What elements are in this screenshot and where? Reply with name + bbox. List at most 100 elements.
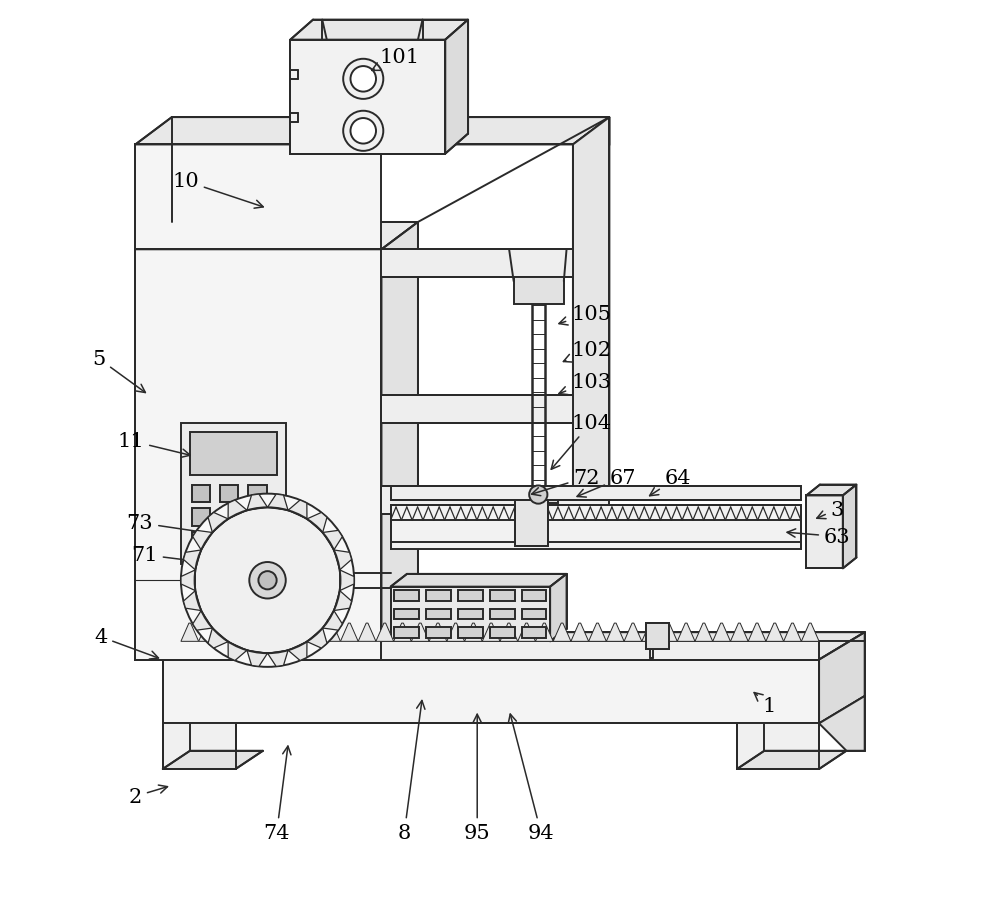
Polygon shape: [340, 623, 358, 641]
Polygon shape: [677, 623, 695, 641]
Bar: [490, 609, 515, 619]
Bar: [220, 509, 238, 526]
Bar: [522, 627, 546, 638]
Polygon shape: [394, 623, 411, 641]
Polygon shape: [305, 623, 323, 641]
Text: 3: 3: [817, 500, 844, 519]
Polygon shape: [135, 222, 418, 250]
Polygon shape: [642, 623, 660, 641]
Polygon shape: [270, 623, 287, 641]
Polygon shape: [193, 531, 212, 550]
Bar: [248, 532, 267, 550]
Polygon shape: [737, 723, 819, 769]
Circle shape: [343, 60, 383, 100]
Circle shape: [350, 67, 376, 93]
Text: 95: 95: [464, 714, 491, 843]
Polygon shape: [766, 623, 784, 641]
Text: 71: 71: [131, 546, 249, 572]
Polygon shape: [660, 623, 677, 641]
Bar: [220, 532, 238, 550]
Polygon shape: [268, 651, 288, 666]
Polygon shape: [323, 531, 342, 550]
Polygon shape: [208, 513, 228, 533]
Bar: [248, 509, 267, 526]
Text: 101: 101: [372, 48, 420, 72]
Bar: [192, 485, 210, 503]
Bar: [458, 609, 483, 619]
Bar: [522, 609, 546, 619]
Text: 4: 4: [94, 628, 158, 659]
Text: 5: 5: [92, 350, 145, 393]
Circle shape: [258, 572, 277, 590]
Bar: [394, 627, 419, 638]
Polygon shape: [163, 751, 263, 769]
Polygon shape: [429, 623, 447, 641]
Polygon shape: [334, 550, 352, 571]
Polygon shape: [208, 629, 228, 649]
Polygon shape: [199, 623, 216, 641]
Text: 103: 103: [559, 372, 611, 395]
Polygon shape: [181, 623, 199, 641]
Polygon shape: [801, 623, 819, 641]
Polygon shape: [573, 118, 609, 514]
Polygon shape: [252, 623, 270, 641]
Circle shape: [249, 562, 286, 599]
Polygon shape: [234, 623, 252, 641]
Polygon shape: [606, 623, 624, 641]
Polygon shape: [183, 550, 201, 571]
Polygon shape: [553, 623, 571, 641]
Polygon shape: [247, 494, 268, 511]
Bar: [490, 591, 515, 602]
Bar: [522, 591, 546, 602]
Bar: [518, 487, 558, 504]
Text: 8: 8: [398, 700, 425, 843]
Polygon shape: [228, 501, 247, 519]
Text: 67: 67: [577, 468, 636, 497]
Polygon shape: [391, 487, 801, 501]
Polygon shape: [535, 623, 553, 641]
Polygon shape: [748, 623, 766, 641]
Bar: [394, 591, 419, 602]
Polygon shape: [806, 496, 843, 569]
Polygon shape: [695, 623, 713, 641]
Polygon shape: [358, 623, 376, 641]
Text: 11: 11: [117, 432, 190, 458]
Bar: [248, 485, 267, 503]
Polygon shape: [381, 487, 609, 514]
Polygon shape: [391, 587, 550, 641]
Polygon shape: [500, 623, 518, 641]
Text: 64: 64: [650, 468, 691, 496]
Polygon shape: [482, 623, 500, 641]
Polygon shape: [465, 623, 482, 641]
Bar: [192, 532, 210, 550]
Circle shape: [181, 494, 354, 667]
Bar: [394, 609, 419, 619]
Text: 104: 104: [551, 414, 611, 470]
Polygon shape: [323, 623, 340, 641]
Polygon shape: [307, 629, 327, 649]
Polygon shape: [445, 20, 468, 154]
Polygon shape: [381, 250, 573, 278]
Polygon shape: [268, 494, 288, 511]
Bar: [181, 423, 286, 564]
Polygon shape: [193, 611, 212, 630]
Bar: [458, 627, 483, 638]
Polygon shape: [181, 571, 195, 591]
Polygon shape: [376, 623, 394, 641]
Circle shape: [529, 486, 547, 505]
Text: 94: 94: [508, 714, 554, 843]
Polygon shape: [713, 623, 730, 641]
Bar: [458, 591, 483, 602]
Polygon shape: [391, 574, 567, 587]
Text: 2: 2: [129, 785, 168, 806]
Polygon shape: [571, 623, 589, 641]
Polygon shape: [288, 501, 307, 519]
Polygon shape: [411, 623, 429, 641]
Polygon shape: [135, 145, 381, 250]
Polygon shape: [573, 118, 609, 145]
Text: 63: 63: [787, 528, 851, 547]
Polygon shape: [135, 250, 381, 660]
Polygon shape: [216, 623, 234, 641]
Circle shape: [350, 119, 376, 144]
Polygon shape: [290, 40, 445, 154]
